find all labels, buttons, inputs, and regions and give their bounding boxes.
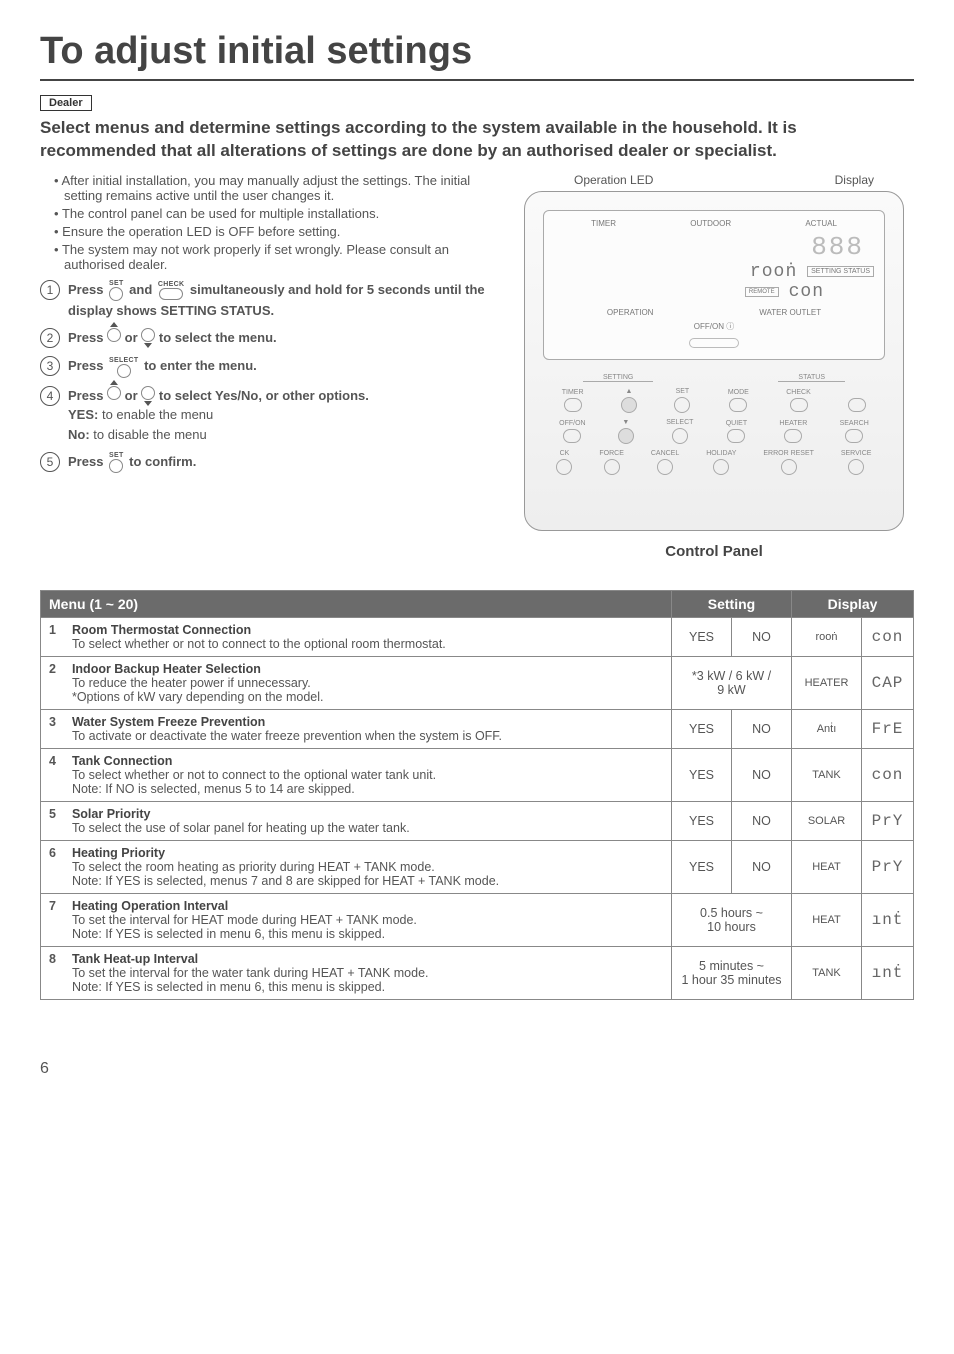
- step-text: Press SELECT to enter the menu.: [68, 356, 494, 377]
- row-number: 6: [41, 840, 64, 893]
- row-desc: Heating PriorityTo select the room heati…: [64, 840, 672, 893]
- page-number: 6: [40, 1060, 914, 1078]
- table-row: 1Room Thermostat ConnectionTo select whe…: [41, 617, 914, 656]
- setting-cell: YES: [672, 709, 732, 748]
- row-desc: Indoor Backup Heater SelectionTo reduce …: [64, 656, 672, 709]
- table-row: 3Water System Freeze PreventionTo activa…: [41, 709, 914, 748]
- table-row: 2Indoor Backup Heater SelectionTo reduce…: [41, 656, 914, 709]
- display-label-cell: TANK: [792, 946, 862, 999]
- row-desc: Tank Heat-up IntervalTo set the interval…: [64, 946, 672, 999]
- display-seg-cell: FrE: [862, 709, 914, 748]
- row-number: 1: [41, 617, 64, 656]
- display-label: Display: [835, 173, 874, 187]
- steps-list: 1 Press SET and CHECK simultaneously and…: [40, 280, 494, 473]
- table-row: 7Heating Operation IntervalTo set the in…: [41, 893, 914, 946]
- display-seg-cell: ınṫ: [862, 893, 914, 946]
- step-number: 5: [40, 452, 60, 472]
- step-text: Press or to select Yes/No, or other opti…: [68, 386, 494, 445]
- display-label-cell: Anṫı: [792, 709, 862, 748]
- bullet-item: The control panel can be used for multip…: [54, 206, 494, 221]
- th-display: Display: [792, 590, 914, 617]
- title-rule: [40, 79, 914, 81]
- left-column: After initial installation, you may manu…: [40, 173, 494, 560]
- up-button-icon: [107, 386, 121, 400]
- setting-cell: YES: [672, 801, 732, 840]
- setting-cell: NO: [732, 840, 792, 893]
- row-desc: Heating Operation IntervalTo set the int…: [64, 893, 672, 946]
- setting-cell: *3 kW / 6 kW /9 kW: [672, 656, 792, 709]
- right-column: Operation LED Display TIMER OUTDOOR ACTU…: [514, 173, 914, 560]
- step-text: Press or to select the menu.: [68, 328, 494, 348]
- table-row: 6Heating PriorityTo select the room heat…: [41, 840, 914, 893]
- set-button-icon: SET: [109, 280, 124, 301]
- setting-cell: NO: [732, 748, 792, 801]
- display-seg-cell: con: [862, 748, 914, 801]
- display-seg-cell: ınṫ: [862, 946, 914, 999]
- row-number: 2: [41, 656, 64, 709]
- lcd-screen: TIMER OUTDOOR ACTUAL 888 rooṅ SETTING ST…: [543, 210, 885, 360]
- step-number: 4: [40, 386, 60, 406]
- bullet-item: The system may not work properly if set …: [54, 242, 494, 272]
- control-panel-diagram: TIMER OUTDOOR ACTUAL 888 rooṅ SETTING ST…: [524, 191, 904, 531]
- display-label-cell: rooṅ: [792, 617, 862, 656]
- setting-cell: YES: [672, 748, 732, 801]
- select-button-icon: SELECT: [109, 357, 138, 378]
- setting-cell: 5 minutes ~1 hour 35 minutes: [672, 946, 792, 999]
- setting-cell: 0.5 hours ~10 hours: [672, 893, 792, 946]
- setting-cell: NO: [732, 617, 792, 656]
- page-title: To adjust initial settings: [40, 30, 914, 73]
- row-number: 4: [41, 748, 64, 801]
- row-desc: Solar PriorityTo select the use of solar…: [64, 801, 672, 840]
- keypad: SETTING STATUS TIMER ▲ SET MODE CHECK OF…: [543, 374, 885, 475]
- up-button-icon: [107, 328, 121, 342]
- bullet-list: After initial installation, you may manu…: [40, 173, 494, 272]
- step-number: 3: [40, 356, 60, 376]
- panel-caption: Control Panel: [514, 543, 914, 560]
- step-text: Press SET to confirm.: [68, 452, 494, 473]
- row-number: 3: [41, 709, 64, 748]
- set-button-icon: SET: [109, 452, 124, 473]
- display-seg-cell: con: [862, 617, 914, 656]
- bullet-item: Ensure the operation LED is OFF before s…: [54, 224, 494, 239]
- table-row: 8Tank Heat-up IntervalTo set the interva…: [41, 946, 914, 999]
- row-desc: Water System Freeze PreventionTo activat…: [64, 709, 672, 748]
- setting-cell: NO: [732, 709, 792, 748]
- setting-cell: YES: [672, 617, 732, 656]
- row-desc: Tank ConnectionTo select whether or not …: [64, 748, 672, 801]
- setting-cell: YES: [672, 840, 732, 893]
- display-seg-cell: CAP: [862, 656, 914, 709]
- display-seg-cell: PrY: [862, 801, 914, 840]
- step-number: 2: [40, 328, 60, 348]
- dealer-box: Dealer: [40, 95, 92, 111]
- down-button-icon: [141, 386, 155, 400]
- operation-led-label: Operation LED: [574, 173, 653, 187]
- check-button-icon: CHECK: [158, 281, 184, 300]
- row-number: 7: [41, 893, 64, 946]
- display-seg-cell: PrY: [862, 840, 914, 893]
- step-text: Press SET and CHECK simultaneously and h…: [68, 280, 494, 321]
- display-label-cell: TANK: [792, 748, 862, 801]
- display-label-cell: HEAT: [792, 840, 862, 893]
- intro-text: Select menus and determine settings acco…: [40, 117, 914, 163]
- display-label-cell: HEATER: [792, 656, 862, 709]
- setting-cell: NO: [732, 801, 792, 840]
- bullet-item: After initial installation, you may manu…: [54, 173, 494, 203]
- row-number: 5: [41, 801, 64, 840]
- display-label-cell: HEAT: [792, 893, 862, 946]
- table-row: 4Tank ConnectionTo select whether or not…: [41, 748, 914, 801]
- table-row: 5Solar PriorityTo select the use of sola…: [41, 801, 914, 840]
- display-label-cell: SOLAR: [792, 801, 862, 840]
- down-button-icon: [141, 328, 155, 342]
- th-setting: Setting: [672, 590, 792, 617]
- row-desc: Room Thermostat ConnectionTo select whet…: [64, 617, 672, 656]
- settings-table: Menu (1 ~ 20) Setting Display 1Room Ther…: [40, 590, 914, 1000]
- step-number: 1: [40, 280, 60, 300]
- row-number: 8: [41, 946, 64, 999]
- th-menu: Menu (1 ~ 20): [41, 590, 672, 617]
